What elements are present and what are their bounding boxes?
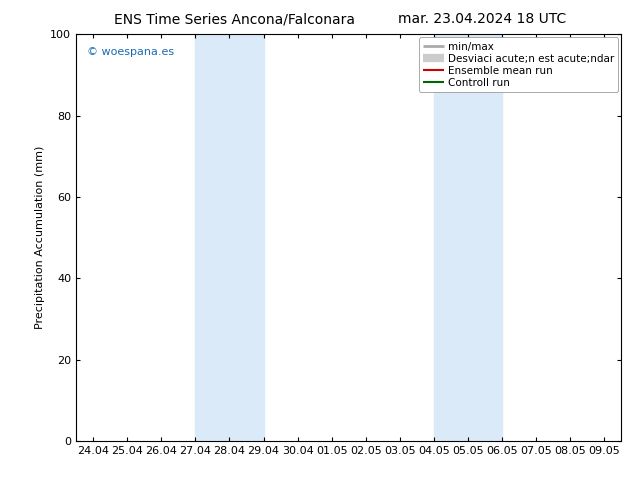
Text: © woespana.es: © woespana.es <box>87 47 174 56</box>
Text: ENS Time Series Ancona/Falconara: ENS Time Series Ancona/Falconara <box>114 12 355 26</box>
Bar <box>434 34 502 441</box>
Text: mar. 23.04.2024 18 UTC: mar. 23.04.2024 18 UTC <box>398 12 566 26</box>
Bar <box>195 34 264 441</box>
Y-axis label: Precipitation Accumulation (mm): Precipitation Accumulation (mm) <box>35 146 44 329</box>
Legend: min/max, Desviaci acute;n est acute;ndar, Ensemble mean run, Controll run: min/max, Desviaci acute;n est acute;ndar… <box>418 37 618 92</box>
